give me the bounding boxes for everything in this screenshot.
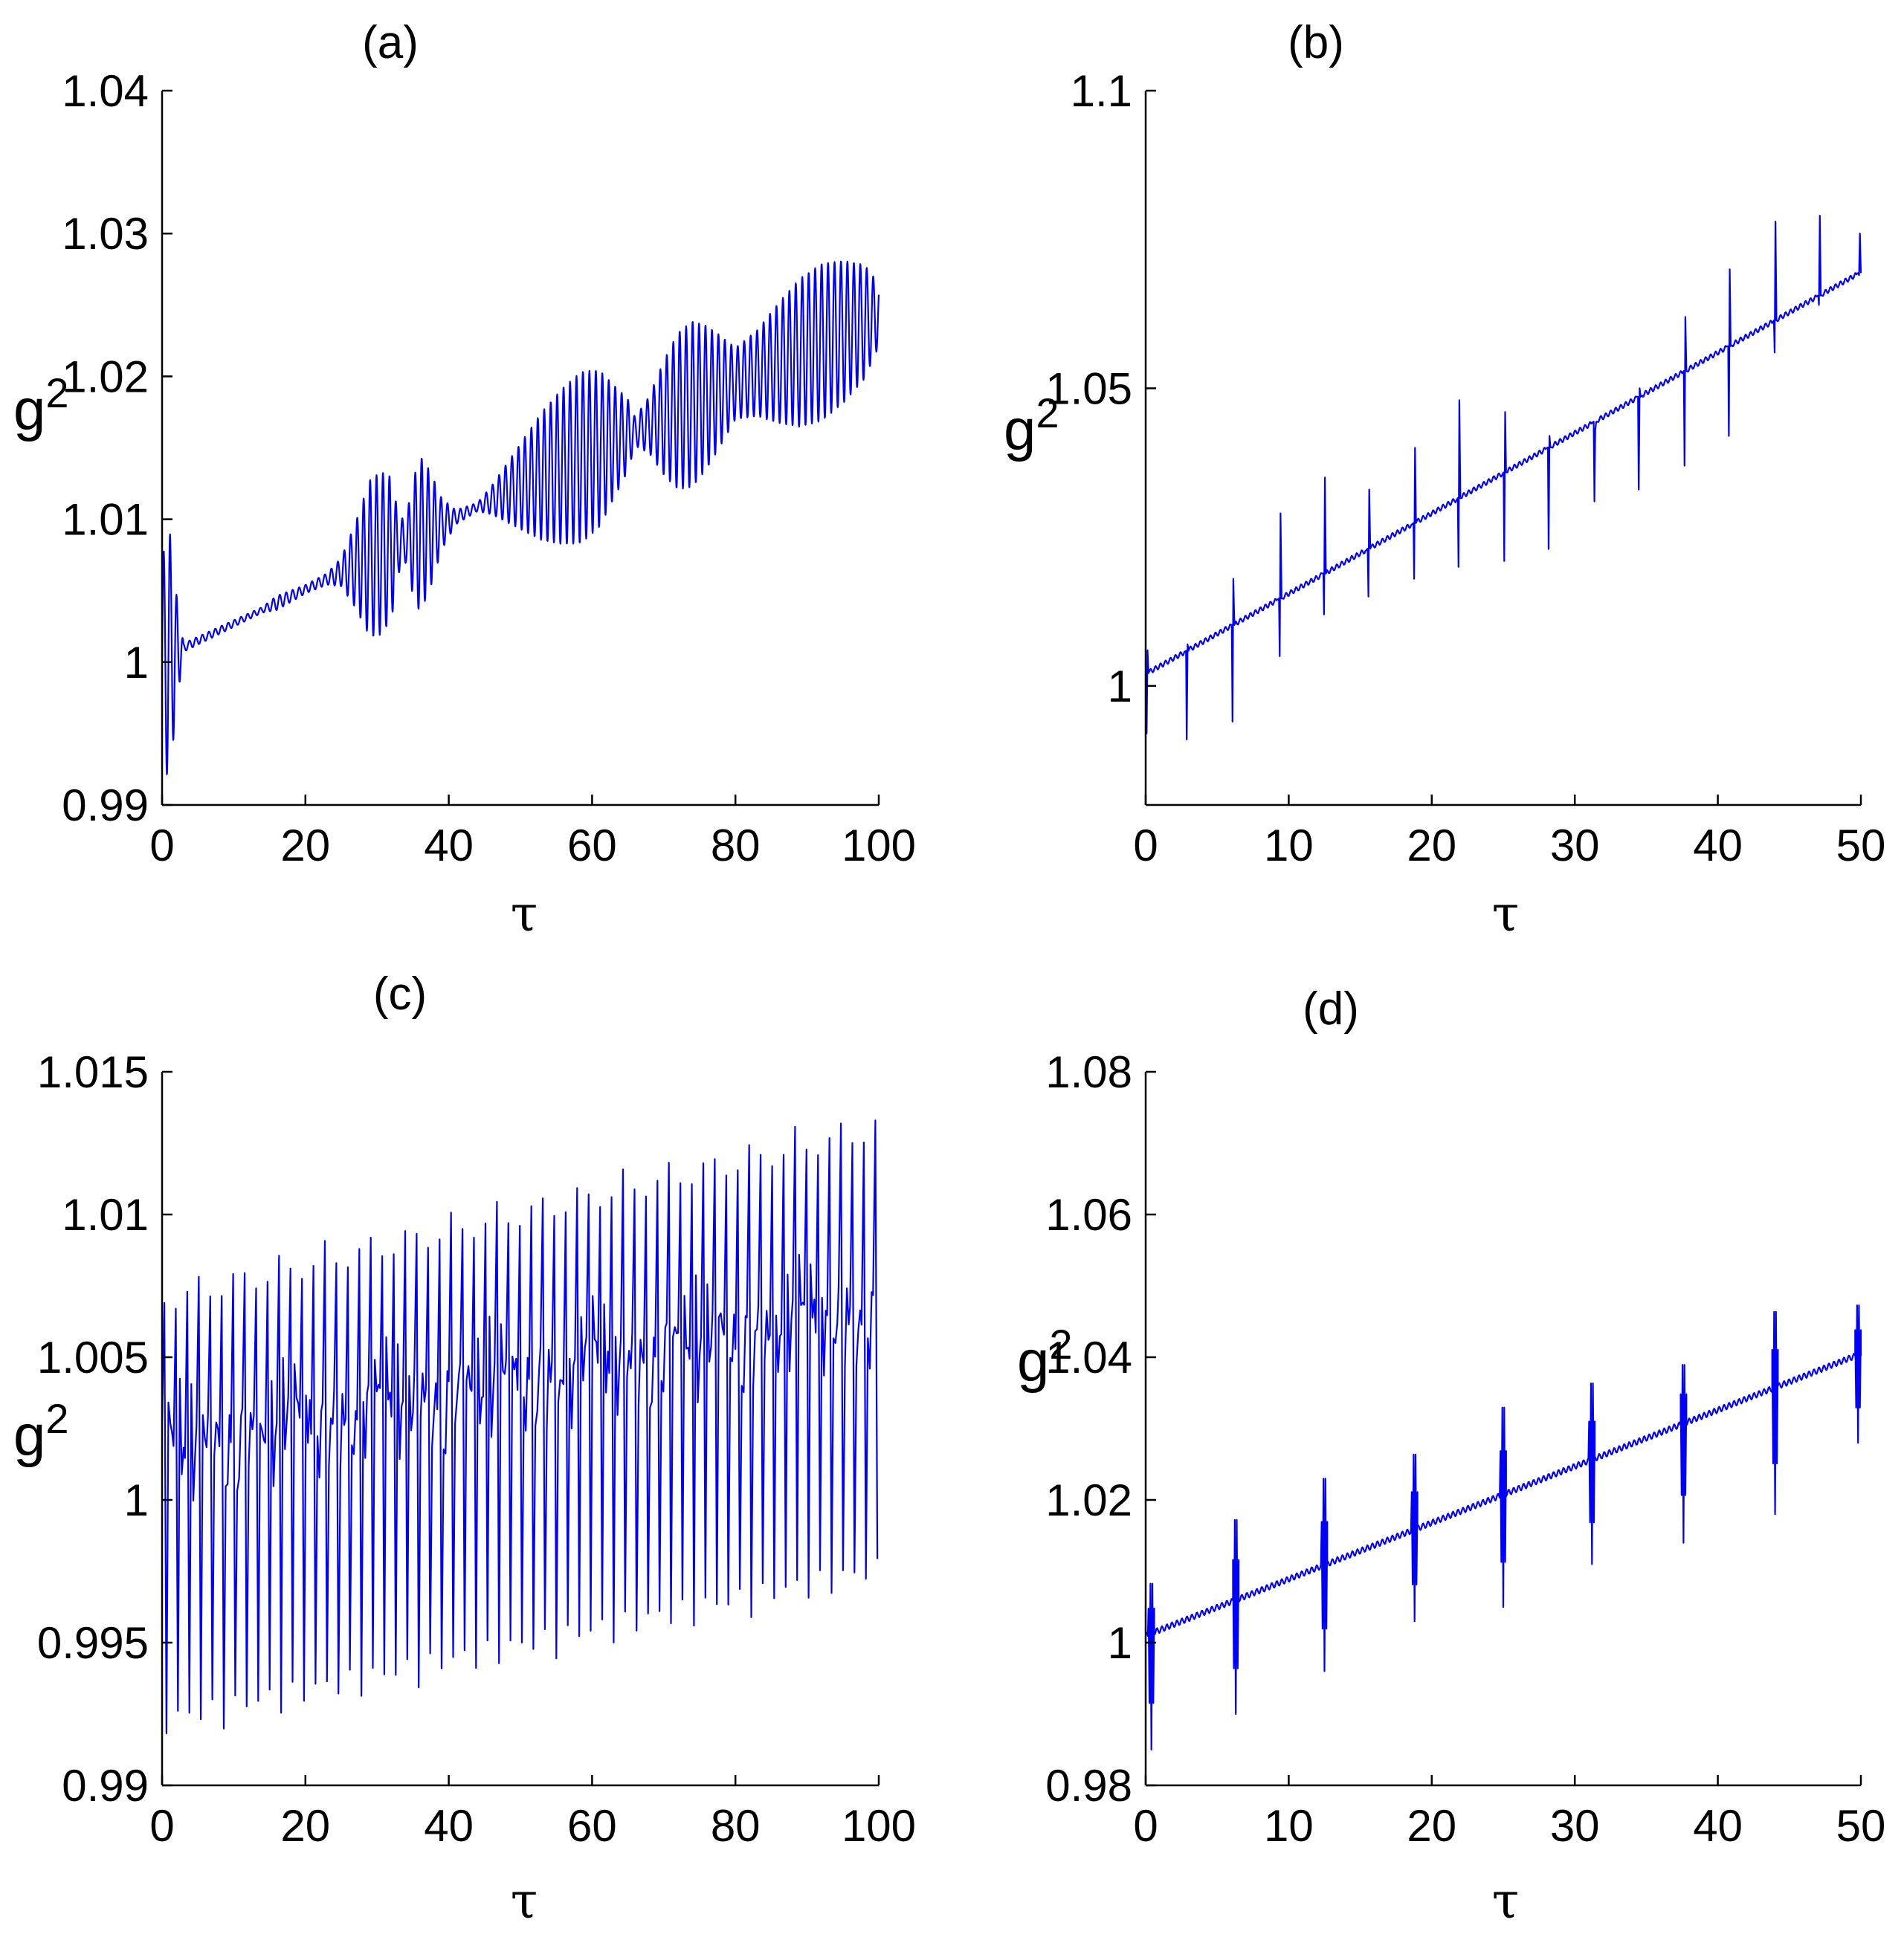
panel-d-x-tick-label: 10 bbox=[1264, 1801, 1314, 1851]
panel-d-y-tick-label: 1.04 bbox=[1045, 1333, 1132, 1382]
panel-c-y-tick-label: 0.99 bbox=[62, 1761, 149, 1811]
panel-c-x-tick-label: 100 bbox=[842, 1801, 916, 1851]
panel-c-x-tick-label: 80 bbox=[711, 1801, 761, 1851]
panel-c-ylabel-sup: 2 bbox=[45, 1395, 68, 1442]
panel-a-xlabel: τ bbox=[511, 885, 538, 942]
panel-a-y-tick-label: 1.04 bbox=[62, 66, 149, 116]
panel-a-title: (a) bbox=[362, 17, 419, 68]
panel-b-ylabel-sup: 2 bbox=[1036, 389, 1059, 436]
panel-b-y-tick-label: 1.05 bbox=[1045, 363, 1132, 413]
panel-b-x-tick-label: 30 bbox=[1550, 821, 1600, 870]
panel-a-x-tick-label: 0 bbox=[149, 821, 174, 870]
panel-d-ylabel-sup: 2 bbox=[1049, 1321, 1072, 1368]
panel-a-y-tick-label: 1 bbox=[124, 638, 149, 688]
panel-c-y-tick-label: 1.005 bbox=[37, 1333, 149, 1382]
panel-a-ylabel: g2 bbox=[13, 369, 69, 442]
panel-c-ylabel-base: g bbox=[13, 1403, 45, 1468]
panel-c-title: (c) bbox=[373, 968, 427, 1020]
panel-c-y-tick-label: 1.01 bbox=[62, 1190, 149, 1240]
panel-b-y-tick-label: 1 bbox=[1108, 662, 1132, 711]
panel-d-title: (d) bbox=[1303, 983, 1359, 1035]
panel-b: (b) 0 10 20 30 40 50 1 1.05 1.1 g2 τ bbox=[1004, 17, 1885, 942]
panel-a-plot: 0 20 40 60 80 100 0.99 1 1.01 1.02 1.03 1.04 bbox=[62, 66, 916, 870]
panel-b-x-tick-label: 10 bbox=[1264, 821, 1314, 870]
panel-a-ylabel-sup: 2 bbox=[45, 369, 68, 416]
panel-a-y-tick-label: 1.02 bbox=[62, 352, 149, 401]
panel-a-ylabel-base: g bbox=[13, 377, 45, 442]
panel-c-x-tick-label: 0 bbox=[149, 1801, 174, 1851]
panel-c-x-tick-label: 60 bbox=[567, 1801, 617, 1851]
panel-b-x-tick-label: 50 bbox=[1836, 821, 1886, 870]
panel-b-series-line bbox=[1145, 215, 1862, 740]
panel-c-y-tick-label: 0.995 bbox=[37, 1618, 149, 1668]
panel-b-title: (b) bbox=[1288, 17, 1344, 68]
panel-c-plot: 0 20 40 60 80 100 0.99 0.995 1 1.005 1.01 1.015 bbox=[37, 1047, 916, 1851]
panel-a-x-tick-label: 20 bbox=[280, 821, 330, 870]
panel-d-y-tick-label: 1.08 bbox=[1045, 1047, 1132, 1097]
panel-d-x-tick-label: 30 bbox=[1550, 1801, 1600, 1851]
panel-b-x-tick-label: 0 bbox=[1133, 821, 1158, 870]
panel-a-y-tick-label: 1.03 bbox=[62, 209, 149, 259]
panel-d-y-tick-label: 0.98 bbox=[1045, 1761, 1132, 1811]
panel-b-xlabel: τ bbox=[1492, 885, 1520, 942]
panel-c-ylabel: g2 bbox=[13, 1395, 69, 1468]
panel-d-xlabel: τ bbox=[1492, 1872, 1520, 1930]
panel-c: (c) 0 20 40 60 80 100 0.99 0.995 1 1.005 1.01 1.015… bbox=[13, 968, 916, 1930]
panel-b-ylabel-base: g bbox=[1004, 397, 1036, 462]
panel-a-x-tick-label: 100 bbox=[842, 821, 916, 870]
panel-c-x-tick-label: 20 bbox=[280, 1801, 330, 1851]
panel-c-series-line bbox=[161, 1119, 879, 1735]
panel-a-y-tick-label: 0.99 bbox=[62, 780, 149, 830]
panel-a-x-tick-label: 80 bbox=[711, 821, 761, 870]
panel-d-x-tick-label: 40 bbox=[1693, 1801, 1743, 1851]
panel-d-series-line bbox=[1145, 1304, 1862, 1751]
panel-c-x-tick-label: 40 bbox=[424, 1801, 474, 1851]
panel-d-y-tick-label: 1.02 bbox=[1045, 1475, 1132, 1525]
panel-b-x-tick-label: 40 bbox=[1693, 821, 1743, 870]
panel-a-series-line bbox=[161, 260, 880, 775]
panel-b-y-tick-label: 1.1 bbox=[1071, 66, 1132, 116]
panel-d-y-tick-label: 1 bbox=[1108, 1618, 1132, 1668]
panel-a-x-tick-label: 40 bbox=[424, 821, 474, 870]
panel-a: (a) 0 20 40 60 80 100 0.99 1 1.01 1.02 1.03 1.04 g2… bbox=[13, 17, 916, 942]
panel-d-plot: 0 10 20 30 40 50 0.98 1 1.02 1.04 1.06 1.08 bbox=[1045, 1047, 1885, 1851]
panel-c-xlabel: τ bbox=[511, 1872, 538, 1930]
panel-d-y-tick-label: 1.06 bbox=[1045, 1190, 1132, 1240]
panel-a-y-tick-label: 1.01 bbox=[62, 495, 149, 545]
panel-d-ylabel: g2 bbox=[1017, 1321, 1073, 1394]
panel-d-ylabel-base: g bbox=[1017, 1328, 1049, 1394]
panel-d-x-tick-label: 50 bbox=[1836, 1801, 1886, 1851]
panel-c-y-tick-label: 1.015 bbox=[37, 1047, 149, 1097]
panel-d-x-tick-label: 0 bbox=[1133, 1801, 1158, 1851]
panel-d-x-tick-label: 20 bbox=[1407, 1801, 1456, 1851]
panel-b-ylabel: g2 bbox=[1004, 389, 1059, 462]
panel-b-plot: 0 10 20 30 40 50 1 1.05 1.1 bbox=[1045, 66, 1885, 870]
panel-b-x-tick-label: 20 bbox=[1407, 821, 1456, 870]
panel-c-y-tick-label: 1 bbox=[124, 1475, 149, 1525]
panel-a-x-tick-label: 60 bbox=[567, 821, 617, 870]
